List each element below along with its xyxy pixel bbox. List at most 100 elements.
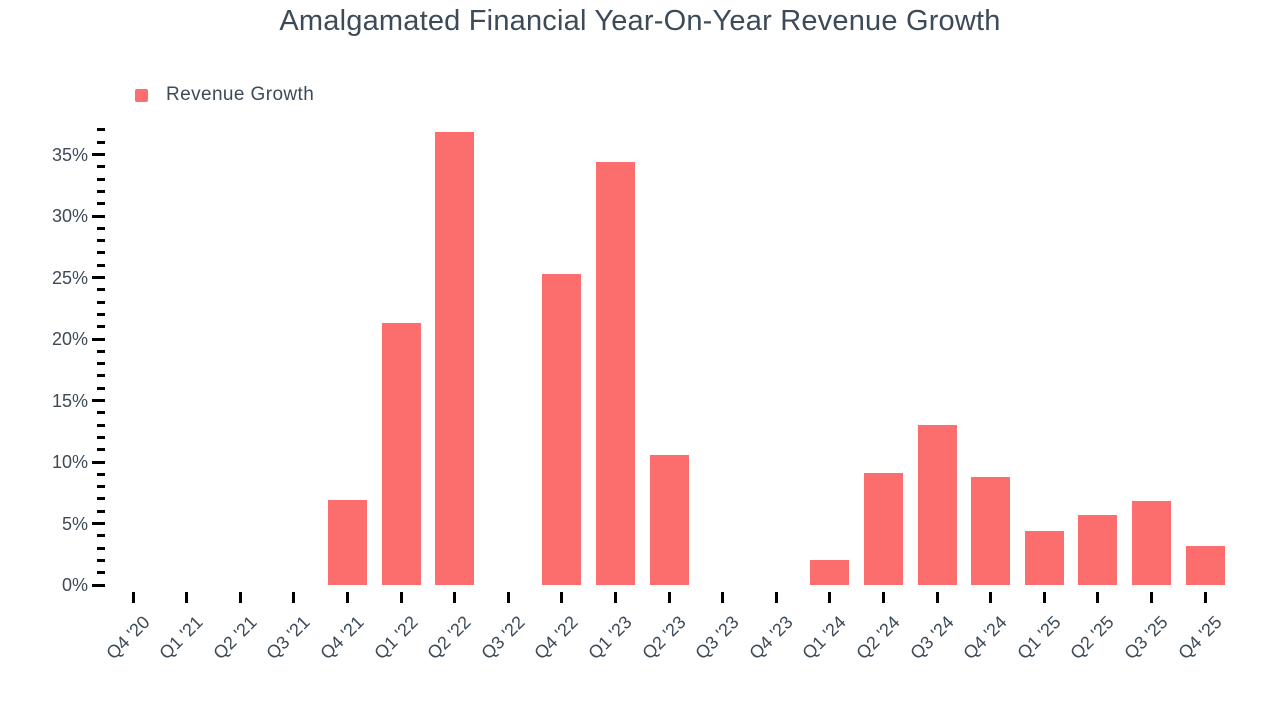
x-axis-tick bbox=[185, 592, 189, 603]
x-axis-tick bbox=[881, 592, 885, 603]
x-axis-tick bbox=[453, 592, 457, 603]
y-axis-label: 20% bbox=[51, 329, 88, 349]
y-axis-minor-tick bbox=[97, 165, 105, 169]
bar[interactable] bbox=[863, 473, 903, 585]
y-axis-major-tick bbox=[92, 583, 105, 587]
x-axis-tick bbox=[1203, 592, 1207, 603]
y-axis-minor-tick bbox=[97, 509, 105, 513]
y-axis-minor-tick bbox=[97, 177, 105, 181]
x-axis-label: Q3 '21 bbox=[262, 612, 314, 664]
x-axis-tick bbox=[399, 592, 403, 603]
y-axis-major-tick bbox=[92, 460, 105, 464]
x-axis-label: Q3 '23 bbox=[691, 612, 743, 664]
x-axis-label: Q1 '23 bbox=[584, 612, 636, 664]
x-axis-tick bbox=[345, 592, 349, 603]
y-axis-minor-tick bbox=[97, 288, 105, 292]
x-axis-tick bbox=[238, 592, 242, 603]
x-axis-tick bbox=[935, 592, 939, 603]
x-axis-tick bbox=[1042, 592, 1046, 603]
x-axis-label: Q4 '23 bbox=[745, 612, 797, 664]
y-axis-minor-tick bbox=[97, 534, 105, 538]
x-axis-label: Q4 '24 bbox=[959, 612, 1011, 664]
y-axis-label: 5% bbox=[61, 513, 88, 534]
x-axis-tick bbox=[1096, 592, 1100, 603]
bar[interactable] bbox=[1078, 514, 1118, 585]
bar[interactable] bbox=[810, 560, 850, 585]
bar[interactable] bbox=[917, 425, 957, 585]
y-axis-minor-tick bbox=[97, 485, 105, 489]
y-axis-minor-tick bbox=[97, 448, 105, 452]
bar[interactable] bbox=[649, 454, 689, 585]
y-axis-major-tick bbox=[92, 276, 105, 279]
y-axis-minor-tick bbox=[97, 374, 105, 378]
bar[interactable] bbox=[595, 161, 635, 585]
y-axis-minor-tick bbox=[97, 140, 105, 144]
bar[interactable] bbox=[327, 500, 367, 585]
y-axis-minor-tick bbox=[97, 558, 105, 562]
x-axis-label: Q3 '24 bbox=[905, 612, 958, 664]
legend-label: Revenue Growth bbox=[166, 84, 315, 105]
x-axis-label: Q3 '25 bbox=[1120, 612, 1172, 664]
x-axis-tick bbox=[989, 592, 993, 603]
x-axis-label: Q1 '25 bbox=[1013, 612, 1065, 664]
x-axis-label: Q3 '22 bbox=[477, 612, 529, 664]
bar[interactable] bbox=[1024, 530, 1064, 585]
bar[interactable] bbox=[1185, 545, 1225, 585]
x-axis-tick bbox=[721, 592, 725, 603]
x-axis-label: Q4 '20 bbox=[101, 612, 154, 664]
legend-item-revenue-growth[interactable]: Revenue Growth bbox=[135, 84, 314, 106]
bar[interactable] bbox=[971, 476, 1011, 585]
y-axis-minor-tick bbox=[97, 571, 105, 575]
y-axis-minor-tick bbox=[97, 189, 105, 193]
y-axis-major-tick bbox=[92, 153, 105, 156]
y-axis-label: 35% bbox=[51, 144, 88, 165]
y-axis-label: 0% bbox=[61, 575, 88, 595]
x-axis-tick bbox=[774, 592, 778, 603]
y-axis-minor-tick bbox=[97, 411, 105, 415]
y-axis-label: 10% bbox=[51, 452, 88, 472]
y-axis-minor-tick bbox=[97, 386, 105, 390]
y-axis-minor-tick bbox=[97, 435, 105, 439]
y-axis-minor-tick bbox=[97, 472, 105, 476]
y-axis-label: 30% bbox=[51, 206, 88, 226]
y-axis-major-tick bbox=[92, 214, 105, 218]
bar[interactable] bbox=[542, 273, 582, 585]
x-axis-label: Q2 '22 bbox=[423, 612, 475, 664]
y-axis-minor-tick bbox=[97, 251, 105, 255]
x-axis-label: Q2 '23 bbox=[637, 612, 690, 664]
x-axis-label: Q2 '25 bbox=[1066, 612, 1118, 664]
y-axis-minor-tick bbox=[97, 546, 105, 550]
x-axis-tick bbox=[667, 592, 671, 603]
chart-title: Amalgamated Financial Year-On-Year Reven… bbox=[279, 5, 1001, 37]
y-axis-minor-tick bbox=[97, 300, 105, 304]
y-axis-minor-tick bbox=[97, 349, 105, 353]
x-axis-tick bbox=[560, 592, 564, 603]
x-axis-tick bbox=[292, 592, 296, 603]
y-axis-label: 15% bbox=[51, 390, 88, 411]
y-axis-minor-tick bbox=[97, 226, 105, 230]
x-axis-tick bbox=[131, 592, 135, 603]
y-axis-minor-tick bbox=[97, 423, 105, 427]
x-axis-tick bbox=[613, 592, 617, 603]
x-axis-tick bbox=[506, 592, 510, 603]
x-axis-label: Q2 '24 bbox=[852, 612, 904, 664]
y-axis-major-tick bbox=[92, 337, 105, 341]
y-axis-major-tick bbox=[92, 399, 105, 402]
y-axis-minor-tick bbox=[97, 263, 105, 267]
x-axis-label: Q4 '22 bbox=[530, 612, 582, 664]
bar[interactable] bbox=[1131, 501, 1171, 585]
y-axis-minor-tick bbox=[97, 239, 105, 243]
x-axis-label: Q4 '21 bbox=[316, 612, 368, 664]
x-axis-tick bbox=[828, 592, 832, 603]
x-axis-label: Q1 '21 bbox=[155, 612, 207, 664]
y-axis-minor-tick bbox=[97, 202, 105, 206]
y-axis-minor-tick bbox=[97, 325, 105, 329]
x-axis-tick bbox=[1149, 592, 1153, 603]
y-axis-label: 25% bbox=[51, 267, 88, 288]
bar[interactable] bbox=[435, 132, 475, 585]
x-axis-label: Q1 '24 bbox=[798, 612, 850, 664]
x-axis-label: Q4 '25 bbox=[1173, 612, 1226, 664]
bar[interactable] bbox=[381, 323, 421, 585]
y-axis-minor-tick bbox=[97, 128, 105, 132]
